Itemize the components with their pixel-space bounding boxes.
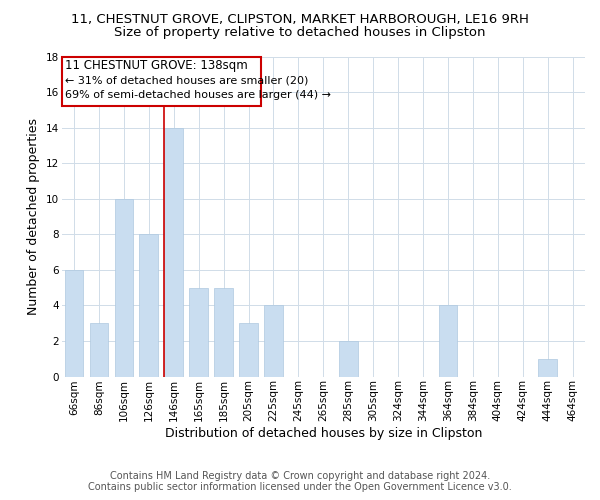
Bar — [264, 306, 283, 376]
Text: 69% of semi-detached houses are larger (44) →: 69% of semi-detached houses are larger (… — [65, 90, 331, 101]
Bar — [62, 56, 261, 106]
Bar — [164, 128, 183, 376]
Bar — [65, 270, 83, 376]
Bar — [439, 306, 457, 376]
Bar — [139, 234, 158, 376]
Bar — [115, 198, 133, 376]
Text: Contains HM Land Registry data © Crown copyright and database right 2024.
Contai: Contains HM Land Registry data © Crown c… — [88, 471, 512, 492]
Text: 11, CHESTNUT GROVE, CLIPSTON, MARKET HARBOROUGH, LE16 9RH: 11, CHESTNUT GROVE, CLIPSTON, MARKET HAR… — [71, 12, 529, 26]
Bar — [89, 323, 109, 376]
Y-axis label: Number of detached properties: Number of detached properties — [27, 118, 40, 315]
Bar — [214, 288, 233, 376]
X-axis label: Distribution of detached houses by size in Clipston: Distribution of detached houses by size … — [164, 427, 482, 440]
Text: 11 CHESTNUT GROVE: 138sqm: 11 CHESTNUT GROVE: 138sqm — [65, 59, 248, 72]
Text: ← 31% of detached houses are smaller (20): ← 31% of detached houses are smaller (20… — [65, 75, 308, 85]
Bar — [190, 288, 208, 376]
Bar — [239, 323, 258, 376]
Bar — [339, 341, 358, 376]
Text: Size of property relative to detached houses in Clipston: Size of property relative to detached ho… — [114, 26, 486, 39]
Bar — [538, 359, 557, 376]
